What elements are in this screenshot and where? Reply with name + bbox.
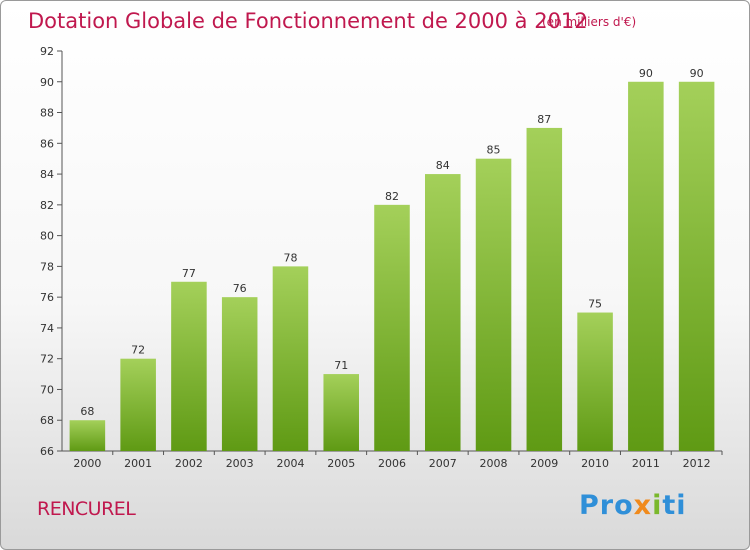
x-tick-label: 2003 [226, 457, 254, 470]
bar-value-label: 90 [639, 67, 653, 80]
bar-value-label: 90 [690, 67, 704, 80]
proxiti-logo[interactable]: Proxiti [579, 490, 687, 521]
bar-value-label: 72 [131, 344, 145, 357]
bar [323, 374, 359, 451]
bar [171, 281, 207, 451]
logo-part-pro: Pro [579, 490, 634, 521]
y-tick-label: 72 [40, 353, 54, 366]
y-tick-label: 92 [40, 45, 54, 58]
bar-value-label: 84 [436, 159, 450, 172]
y-tick-label: 86 [40, 137, 54, 150]
bar [526, 127, 563, 451]
x-tick-label: 2004 [276, 457, 304, 470]
x-tick-label: 2006 [378, 457, 406, 470]
logo-part-x: x [633, 490, 653, 521]
y-tick-label: 74 [40, 322, 54, 335]
bar-value-label: 87 [537, 113, 551, 126]
x-tick-label: 2008 [480, 457, 508, 470]
y-tick-label: 82 [40, 199, 54, 212]
logo-part-ti: ti [662, 490, 687, 521]
logo-part-i: i [652, 490, 663, 521]
bar-value-label: 76 [233, 282, 247, 295]
bar-value-label: 77 [182, 267, 196, 280]
y-tick-label: 66 [40, 445, 54, 458]
bar-value-label: 71 [334, 359, 348, 372]
y-tick-label: 78 [40, 260, 54, 273]
y-tick-label: 80 [40, 230, 54, 243]
bar-value-label: 68 [80, 405, 94, 418]
bar [475, 158, 512, 451]
y-tick-label: 88 [40, 107, 54, 120]
bar [221, 297, 258, 451]
bar [425, 174, 461, 452]
bar [69, 420, 106, 451]
bar-value-label: 82 [385, 190, 399, 203]
bar [120, 358, 156, 451]
commune-name: RENCUREL [37, 498, 136, 520]
y-tick-label: 84 [40, 168, 54, 181]
x-tick-label: 2011 [632, 457, 660, 470]
chart-title: Dotation Globale de Fonctionnement de 20… [28, 9, 588, 33]
bar [577, 312, 613, 451]
bar [628, 81, 664, 452]
bar [678, 81, 715, 452]
x-tick-label: 2007 [429, 457, 457, 470]
x-tick-label: 2010 [581, 457, 609, 470]
bar [374, 204, 410, 451]
bar-value-label: 85 [487, 144, 501, 157]
x-tick-label: 2001 [124, 457, 152, 470]
chart-subtitle: (en milliers d'€) [542, 15, 637, 29]
x-tick-label: 2000 [73, 457, 101, 470]
x-tick-label: 2009 [530, 457, 558, 470]
bar [272, 266, 309, 451]
bar-value-label: 78 [283, 251, 297, 264]
y-tick-label: 70 [40, 383, 54, 396]
x-tick-label: 2012 [683, 457, 711, 470]
y-tick-label: 90 [40, 76, 54, 89]
y-tick-label: 76 [40, 291, 54, 304]
x-tick-label: 2005 [327, 457, 355, 470]
x-tick-label: 2002 [175, 457, 203, 470]
bar-value-label: 75 [588, 298, 602, 311]
y-tick-label: 68 [40, 414, 54, 427]
